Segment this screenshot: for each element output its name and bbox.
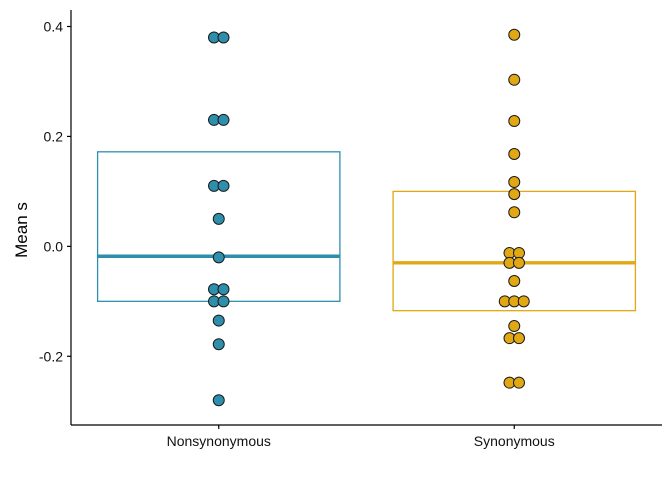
y-tick-label: 0.4	[44, 18, 64, 34]
data-point	[513, 246, 525, 259]
data-point	[508, 274, 521, 287]
data-point	[517, 295, 530, 308]
data-point	[212, 251, 225, 264]
data-point	[508, 188, 521, 201]
crossbar-box	[96, 151, 341, 302]
data-point	[513, 256, 525, 269]
data-point	[212, 212, 225, 225]
x-tick-label: Synonymous	[474, 433, 555, 449]
data-point	[508, 206, 521, 219]
data-point	[513, 376, 525, 389]
data-point	[217, 283, 230, 296]
data-point	[217, 31, 230, 44]
data-point	[508, 320, 521, 333]
data-point	[212, 338, 225, 351]
y-axis-ticks: -0.2 0.0 0.2 0.4	[39, 18, 71, 364]
data-point	[508, 176, 521, 189]
y-tick-label: -0.2	[39, 348, 63, 364]
data-point	[217, 179, 230, 192]
data-point	[212, 314, 225, 327]
x-axis-ticks: Nonsynonymous Synonymous	[167, 425, 555, 449]
data-point	[508, 148, 521, 161]
data-point	[217, 113, 230, 126]
data-point	[508, 28, 521, 41]
series-nonsynonymous	[96, 31, 341, 407]
y-tick-label: 0.0	[44, 238, 64, 254]
data-point	[513, 332, 525, 345]
plot-area	[96, 28, 637, 407]
data-point	[217, 295, 230, 308]
y-axis-title: Mean s	[12, 202, 31, 258]
data-point	[212, 394, 225, 407]
series-synonymous	[392, 28, 637, 389]
data-point	[508, 115, 521, 128]
y-tick-label: 0.2	[44, 128, 64, 144]
data-point	[508, 73, 521, 86]
x-tick-label: Nonsynonymous	[167, 433, 271, 449]
